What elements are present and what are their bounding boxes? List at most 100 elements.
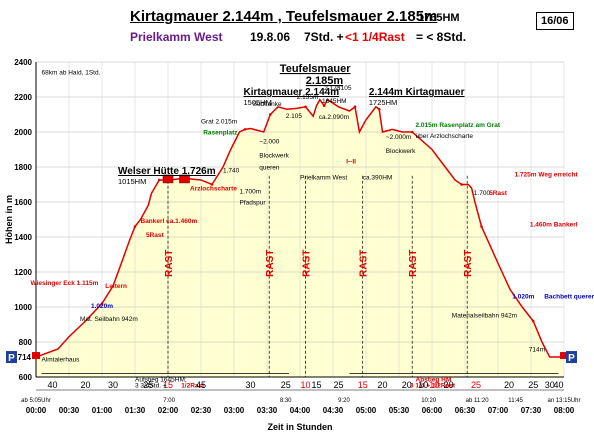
annotation: Abstieg HM (416, 376, 452, 383)
annotation: 1.460m Bankerl (530, 222, 578, 229)
annotation: 714m (529, 347, 545, 354)
profile-point (157, 178, 161, 182)
peak-sub: 1725HM (369, 98, 397, 107)
annotation: 2.173 (324, 85, 341, 92)
duration-label: 40 (47, 380, 57, 390)
profile-point (480, 225, 483, 228)
annotation: 1/2Rast (181, 383, 205, 390)
annotation: 68km ab Haid, 1Std. (42, 69, 101, 76)
route-name: Prielkamm West (130, 30, 223, 44)
parking-icon (566, 351, 577, 364)
y-tick-label: 1200 (14, 268, 32, 277)
y-tick-label: 1400 (14, 233, 32, 242)
profile-point (133, 225, 137, 228)
profile-point (460, 183, 464, 186)
x-tick-label: 08:00 (554, 406, 575, 415)
y-tick-label: 1800 (14, 163, 32, 172)
x-tick-label: 07:00 (488, 406, 509, 415)
timeline-time: 10:20 (421, 398, 437, 404)
y-tick-label: 2000 (14, 128, 32, 137)
duration-label: 25 (143, 380, 153, 390)
annotation: 5Rast (489, 190, 508, 197)
peak-sub: 1015HM (118, 177, 146, 186)
x-tick-label: 03:00 (224, 406, 245, 415)
hut-marker (162, 174, 174, 184)
annotation: 1.700m (240, 188, 262, 195)
annotation: I--II (346, 159, 356, 166)
x-tick-label: 03:30 (257, 406, 278, 415)
timeline-time: 9:20 (338, 398, 350, 404)
duration-label: 30 (108, 380, 118, 390)
annotation: Wiesinger Eck 1.115m (31, 280, 99, 287)
annotation: ca.390HM (363, 174, 393, 181)
elevation-profile-line (35, 98, 564, 358)
profile-point (243, 128, 247, 131)
duration-label: 10 (300, 380, 310, 390)
x-tick-label: 07:30 (521, 406, 542, 415)
y-tick-label: 600 (19, 373, 33, 382)
annotation: ~2.000 (259, 138, 279, 145)
duration-label: 20 (377, 380, 387, 390)
peak-name: 2.144m Kirtagmauer (369, 87, 465, 98)
timeline-time: 8:30 (280, 398, 292, 404)
annotation: 1.020m (91, 303, 113, 310)
annotation: Pfadspur (240, 200, 267, 207)
parking-letter: P (8, 353, 15, 364)
duration-label: 20 (80, 380, 90, 390)
house-marker (32, 352, 40, 360)
rest-label: RAST (265, 250, 276, 277)
duration-label: 15 (311, 380, 321, 390)
x-tick-label: 01:00 (92, 406, 113, 415)
annotation: 2.105 (286, 113, 303, 120)
annotation: 1.020m (512, 293, 534, 300)
duration-label: 20 (504, 380, 514, 390)
annotation: Blockwerk (259, 152, 289, 159)
annotation: Aufstieg 1645HM; (135, 376, 187, 383)
y-marker-label: 714 (18, 353, 32, 362)
annotation: Grat 2.015m (201, 118, 237, 125)
y-axis-label: Höhen in m (4, 195, 14, 244)
annotation: ca.2.090m (319, 114, 349, 121)
timeline-time: an 13:15Uhr (547, 398, 580, 404)
peak-name: Welser Hütte 1.726m (118, 166, 216, 177)
rest-label: RAST (463, 250, 474, 277)
annotation: 1645HM (322, 98, 347, 105)
y-tick-label: 1600 (14, 198, 32, 207)
duration-rest: <1 1/4Rast (345, 30, 405, 44)
profile-point (269, 113, 272, 116)
x-tick-label: 04:30 (323, 406, 344, 415)
timeline-time: ab 11:20 (466, 398, 490, 404)
y-tick-label: 2200 (14, 93, 32, 102)
profile-point (100, 302, 104, 305)
annotation: Rasenplatz (203, 130, 238, 137)
x-tick-label: 05:00 (356, 406, 377, 415)
annotation: Südflanke (253, 101, 282, 108)
annotation: 1.700 (474, 190, 491, 197)
timeline-time: 7:00 (163, 398, 175, 404)
duration-label: 25 (281, 380, 291, 390)
x-tick-label: 06:30 (455, 406, 476, 415)
profile-point (210, 183, 214, 186)
annotation: Bachbett queren (544, 293, 594, 300)
y-tick-label: 1000 (14, 303, 32, 312)
annotation: queren (259, 165, 280, 172)
profile-point (377, 107, 381, 111)
profile-point (410, 130, 414, 134)
duration-total: = < 8Std. (416, 30, 467, 44)
annotation: über Arzlochscharte (416, 133, 474, 140)
annotation: 1.725m Weg erreicht (515, 172, 579, 179)
x-tick-label: 06:00 (422, 406, 443, 415)
annotation: Prielkamm West (300, 174, 347, 181)
duration-label: 10 (429, 380, 439, 390)
profile-point (353, 105, 357, 109)
tour-date: 19.8.06 (250, 30, 291, 44)
profile-point (322, 104, 326, 108)
peak-sub: 1505HM (244, 98, 272, 107)
x-axis-label: Zeit in Stunden (268, 422, 333, 432)
duration-label: 15 (163, 380, 173, 390)
x-tick-label: 01:30 (125, 406, 146, 415)
x-tick-label: 02:00 (158, 406, 179, 415)
duration-label: 25 (471, 380, 481, 390)
duration-label: 30 (545, 380, 555, 390)
